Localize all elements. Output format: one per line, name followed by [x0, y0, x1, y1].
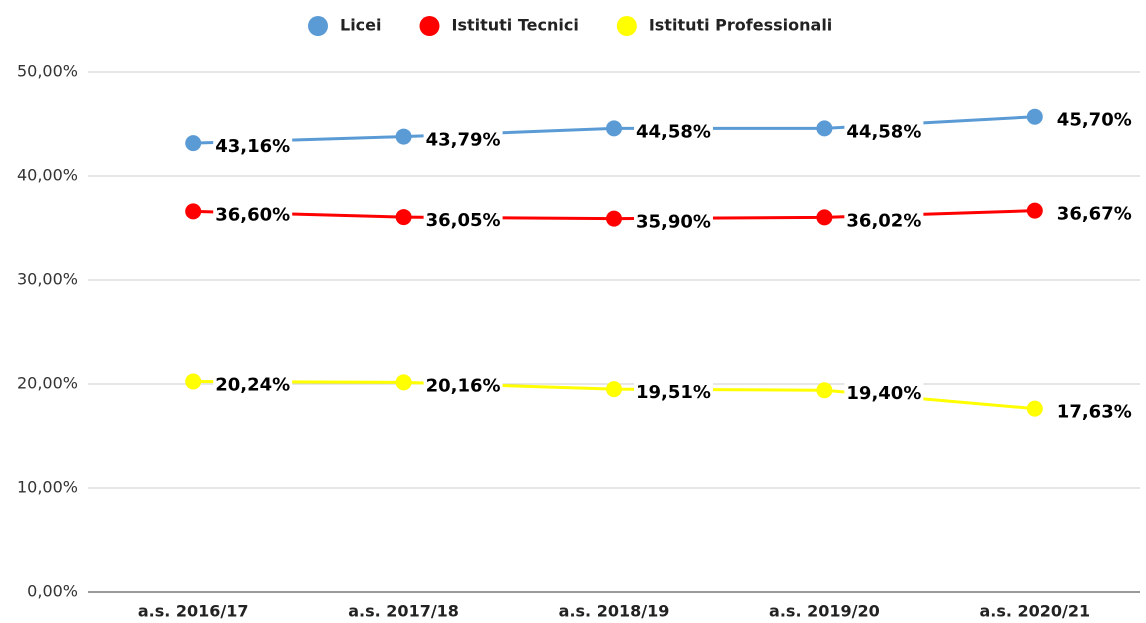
y-tick-label: 30,00%: [17, 270, 78, 289]
data-label-group: 45,70%: [1054, 108, 1134, 133]
label-bg: [423, 374, 503, 399]
x-tick-label: a.s. 2019/20: [769, 602, 880, 621]
data-label-group: 19,40%: [844, 382, 924, 407]
data-label: 20,16%: [426, 375, 501, 396]
data-point: [606, 210, 622, 227]
data-point: [395, 209, 412, 226]
label-bg: [634, 120, 713, 145]
legend-label: Licei: [340, 16, 382, 35]
data-point: [1026, 108, 1043, 125]
legend-marker: [308, 16, 328, 36]
data-label-group: 43,79%: [423, 128, 503, 153]
legend-label: Istituti Professionali: [649, 16, 832, 35]
label-bg: [213, 373, 293, 398]
data-point: [395, 374, 412, 391]
x-tick-label: a.s. 2018/19: [559, 602, 670, 621]
label-bg: [844, 120, 924, 145]
y-tick-label: 50,00%: [17, 62, 78, 81]
data-point: [185, 373, 202, 390]
label-bg: [213, 135, 293, 160]
data-label-group: 36,60%: [213, 203, 293, 228]
label-bg: [423, 128, 503, 153]
data-point: [816, 120, 833, 137]
data-label-group: 36,05%: [423, 209, 503, 234]
data-point: [606, 120, 622, 137]
data-label: 19,40%: [846, 383, 921, 404]
y-tick-label: 10,00%: [17, 478, 78, 497]
data-label-group: 44,58%: [634, 120, 713, 145]
label-bg: [844, 382, 924, 407]
data-label-group: 17,63%: [1054, 400, 1134, 425]
y-tick-label: 0,00%: [27, 582, 78, 601]
data-label-group: 20,16%: [423, 374, 503, 399]
x-tick-label: a.s. 2016/17: [138, 602, 249, 621]
data-label: 45,70%: [1057, 110, 1132, 131]
legend-marker: [616, 16, 637, 36]
label-bg: [634, 381, 713, 406]
legend-marker: [419, 16, 440, 36]
y-tick-label: 20,00%: [17, 374, 78, 393]
data-point: [816, 382, 833, 399]
label-bg: [634, 210, 713, 235]
y-tick-label: 40,00%: [17, 166, 78, 185]
data-label: 44,58%: [846, 121, 921, 142]
label-bg: [1054, 400, 1134, 425]
data-label-group: 20,24%: [213, 373, 293, 398]
data-label: 19,51%: [636, 382, 711, 403]
data-point: [816, 209, 833, 226]
data-label-group: 43,16%: [213, 135, 293, 160]
data-label: 43,16%: [215, 136, 290, 157]
data-label-group: 36,02%: [844, 209, 924, 234]
data-label: 36,02%: [846, 210, 921, 231]
data-label-group: 35,90%: [634, 210, 713, 235]
data-label-group: 19,51%: [634, 381, 713, 406]
data-label: 36,60%: [215, 204, 290, 225]
data-label: 36,05%: [426, 210, 501, 231]
data-label: 44,58%: [636, 121, 711, 142]
data-label: 17,63%: [1057, 402, 1132, 423]
data-label-group: 36,67%: [1054, 202, 1134, 227]
data-label: 20,24%: [215, 375, 290, 396]
data-point: [395, 128, 412, 145]
data-label-group: 44,58%: [844, 120, 924, 145]
data-point: [606, 381, 622, 398]
label-bg: [1054, 108, 1134, 133]
label-bg: [213, 203, 293, 228]
data-point: [185, 203, 202, 220]
data-point: [1026, 400, 1043, 417]
x-tick-label: a.s. 2020/21: [979, 602, 1090, 621]
data-point: [185, 135, 202, 152]
label-bg: [844, 209, 924, 234]
data-label: 43,79%: [426, 130, 501, 151]
x-tick-label: a.s. 2017/18: [348, 602, 459, 621]
legend-label: Istituti Tecnici: [452, 16, 579, 35]
data-label: 36,67%: [1057, 204, 1132, 225]
data-point: [1026, 202, 1043, 219]
data-label: 35,90%: [636, 212, 711, 233]
label-bg: [1054, 202, 1134, 227]
label-bg: [423, 209, 503, 234]
